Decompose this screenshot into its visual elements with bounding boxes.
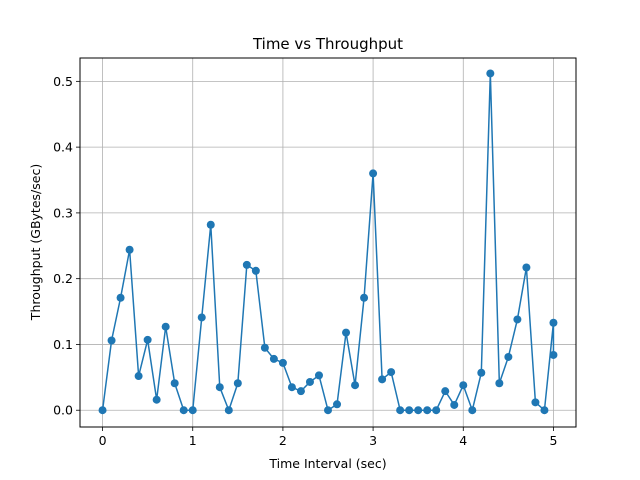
y-tick-label: 0.5 [53,74,73,89]
data-point [170,379,179,388]
data-point [188,406,197,415]
chart-title: Time vs Throughput [252,35,403,53]
data-point [504,352,513,361]
x-tick-label: 5 [549,433,557,448]
series-line-group [101,72,555,411]
data-point [324,406,332,415]
y-tick-label: 0.4 [53,140,73,155]
y-tick-label: 0.3 [53,205,73,220]
y-axis-label: Throughput (GBytes/sec) [28,164,43,321]
data-point [513,315,522,324]
x-axis-label: Time Interval (sec) [268,456,386,471]
data-point [224,406,233,415]
data-point [269,354,278,363]
x-tick-label: 1 [189,433,197,448]
data-point [477,368,486,377]
data-point [251,266,260,275]
x-tick-label: 0 [99,433,107,448]
x-tick-label: 3 [369,433,377,448]
x-tick-label: 4 [459,433,467,448]
data-point [540,406,549,415]
data-point [116,293,125,302]
data-point [206,220,215,229]
data-point [468,406,477,415]
data-point [215,383,224,392]
data-point [369,169,378,178]
data-point [531,398,540,407]
data-point [333,400,342,409]
data-point [161,322,170,331]
x-tick-label: 2 [279,433,287,448]
series-markers-group [98,69,558,415]
y-tick-label: 0.2 [53,271,73,286]
data-point [549,318,558,327]
data-point [351,381,360,390]
data-point [260,343,269,352]
data-point [305,377,314,386]
data-point [450,400,459,409]
data-point [107,336,116,345]
data-point [98,406,107,415]
data-point [414,406,423,415]
grid-lines [80,58,576,427]
data-point [387,368,396,377]
data-point [441,387,450,396]
data-point [549,350,558,359]
y-axis-ticks: 0.0 0.1 0.2 0.3 0.4 0.5 [53,74,80,418]
data-point [278,358,287,367]
data-point [360,293,369,302]
data-point [197,313,206,322]
data-point [233,379,242,388]
data-point [134,372,143,381]
data-point [378,375,387,384]
data-point [432,406,441,415]
x-axis-ticks: 0 1 2 3 4 5 [99,427,557,448]
data-point [405,406,414,415]
plot-area-frame [79,57,577,428]
data-point [314,371,323,380]
data-point [125,245,134,254]
data-point [242,260,251,269]
data-point [143,335,152,344]
data-point [179,406,188,415]
data-point [152,395,161,404]
data-point [486,69,495,78]
series-line [101,72,555,411]
data-point [459,381,468,390]
data-point [287,383,296,392]
data-point [396,406,405,415]
y-tick-label: 0.1 [53,337,73,352]
y-tick-label: 0.0 [53,403,73,418]
data-point [423,406,432,415]
data-point [522,263,531,272]
data-point [342,328,351,337]
data-point [296,387,305,396]
data-point [495,379,504,388]
